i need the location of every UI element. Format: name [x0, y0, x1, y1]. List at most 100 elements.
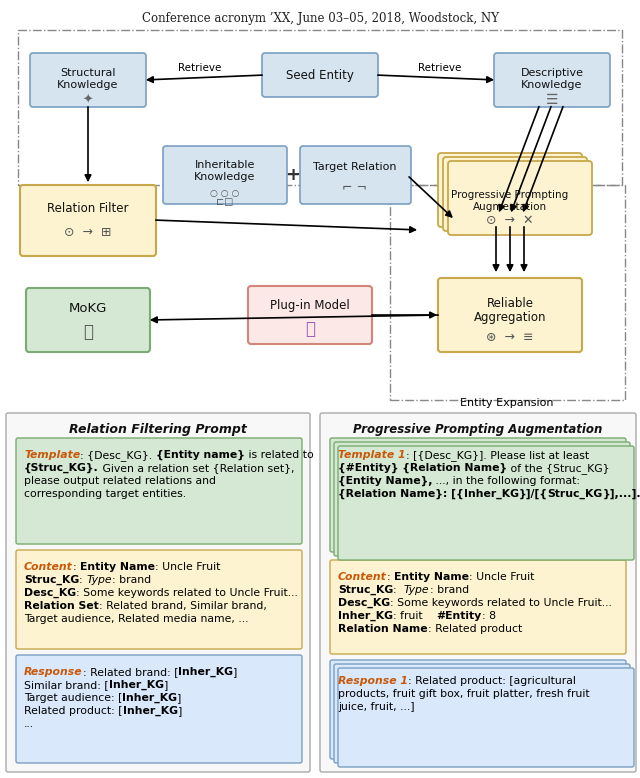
Text: Entity Expansion: Entity Expansion — [460, 398, 554, 408]
Text: corresponding target entities.: corresponding target entities. — [24, 489, 186, 499]
Text: Template 1: Template 1 — [338, 450, 406, 460]
Text: : Related product: : Related product — [428, 624, 522, 634]
Text: Relation Name: Relation Name — [338, 624, 428, 634]
Text: Relation Filtering Prompt: Relation Filtering Prompt — [69, 423, 247, 436]
FancyBboxPatch shape — [16, 655, 302, 763]
Text: {#Entity} {Relation Name}: {#Entity} {Relation Name} — [338, 463, 507, 473]
Text: Relation Set: Relation Set — [24, 601, 99, 611]
Text: Entity Name: Entity Name — [394, 572, 469, 582]
FancyBboxPatch shape — [438, 278, 582, 352]
Text: Inheritable: Inheritable — [195, 160, 255, 170]
Text: :: : — [393, 585, 404, 595]
Text: : Related brand: [: : Related brand: [ — [83, 667, 178, 677]
Text: Inher_KG: Inher_KG — [178, 667, 233, 678]
Text: : Uncle Fruit: : Uncle Fruit — [469, 572, 534, 582]
Text: Knowledge: Knowledge — [195, 172, 256, 182]
FancyBboxPatch shape — [330, 660, 626, 759]
FancyBboxPatch shape — [16, 438, 302, 544]
Text: of the {Struc_KG}: of the {Struc_KG} — [507, 463, 610, 474]
Text: {Relation Name}: [{: {Relation Name}: [{ — [338, 489, 463, 499]
Text: Inher_KG: Inher_KG — [109, 680, 164, 690]
Text: Entity Name: Entity Name — [80, 562, 155, 572]
Text: juice, fruit, ...]: juice, fruit, ...] — [338, 702, 415, 712]
Text: : fruit: : fruit — [393, 611, 436, 621]
Text: ]: ] — [177, 693, 182, 703]
FancyBboxPatch shape — [20, 185, 156, 256]
Text: Given a relation set {Relation set},: Given a relation set {Relation set}, — [99, 463, 294, 473]
Text: 📖: 📖 — [83, 323, 93, 341]
Text: Response: Response — [24, 667, 83, 677]
Text: {Entity Name},: {Entity Name}, — [338, 476, 433, 486]
FancyBboxPatch shape — [438, 153, 582, 227]
Text: Desc_KG: Desc_KG — [338, 598, 390, 608]
Text: 🤖: 🤖 — [305, 320, 315, 338]
Text: Type: Type — [404, 585, 429, 595]
Text: Seed Entity: Seed Entity — [286, 68, 354, 82]
Text: Progressive Prompting Augmentation: Progressive Prompting Augmentation — [353, 423, 603, 436]
Text: : Uncle Fruit: : Uncle Fruit — [155, 562, 220, 572]
Text: Aggregation: Aggregation — [474, 310, 547, 324]
Text: Inher_KG: Inher_KG — [122, 693, 177, 703]
FancyBboxPatch shape — [248, 286, 372, 344]
Text: Relation Filter: Relation Filter — [47, 202, 129, 215]
Text: :: : — [79, 575, 86, 585]
Text: Related product: [: Related product: [ — [24, 706, 122, 716]
Text: Retrieve: Retrieve — [419, 63, 461, 73]
Text: Content: Content — [24, 562, 73, 572]
Text: Knowledge: Knowledge — [522, 80, 582, 90]
FancyBboxPatch shape — [30, 53, 146, 107]
FancyBboxPatch shape — [300, 146, 411, 204]
FancyBboxPatch shape — [16, 550, 302, 649]
Text: : Some keywords related to Uncle Fruit...: : Some keywords related to Uncle Fruit..… — [76, 588, 298, 598]
Text: ⊙  →  ✕: ⊙ → ✕ — [486, 213, 534, 226]
Text: ...: ... — [24, 719, 34, 729]
Text: Inher_KG: Inher_KG — [122, 706, 177, 717]
Text: ]: ] — [233, 667, 237, 677]
Text: : brand: : brand — [112, 575, 151, 585]
Text: Response 1: Response 1 — [338, 676, 408, 686]
FancyBboxPatch shape — [330, 560, 626, 654]
Text: Struc_KG: Struc_KG — [548, 489, 603, 499]
FancyBboxPatch shape — [448, 161, 592, 235]
FancyBboxPatch shape — [26, 288, 150, 352]
Text: : Related product: [agricultural: : Related product: [agricultural — [408, 676, 576, 686]
FancyBboxPatch shape — [494, 53, 610, 107]
Text: Target audience: [: Target audience: [ — [24, 693, 122, 703]
Text: ]: ] — [164, 680, 168, 690]
Text: ⊙  →  ⊞: ⊙ → ⊞ — [64, 226, 112, 239]
Text: is related to: is related to — [244, 450, 314, 460]
Text: Knowledge: Knowledge — [58, 80, 118, 90]
Text: Target Relation: Target Relation — [313, 162, 397, 172]
Text: Desc_KG: Desc_KG — [24, 588, 76, 598]
Text: ○ ○ ○: ○ ○ ○ — [211, 188, 240, 198]
Text: ☰: ☰ — [546, 93, 558, 107]
Text: :: : — [73, 562, 80, 572]
Text: ✦: ✦ — [83, 93, 93, 107]
Text: please output related relations and: please output related relations and — [24, 476, 216, 486]
Text: : Related brand, Similar brand,: : Related brand, Similar brand, — [99, 601, 267, 611]
Text: : {Desc_KG}.: : {Desc_KG}. — [80, 450, 156, 461]
Text: Progressive Prompting: Progressive Prompting — [451, 190, 568, 200]
FancyBboxPatch shape — [330, 438, 626, 552]
FancyBboxPatch shape — [262, 53, 378, 97]
Text: Plug-in Model: Plug-in Model — [270, 299, 350, 311]
Text: Target audience, Related media name, ...: Target audience, Related media name, ... — [24, 614, 248, 624]
Text: Conference acronym ’XX, June 03–05, 2018, Woodstock, NY: Conference acronym ’XX, June 03–05, 2018… — [141, 12, 499, 25]
Text: Template: Template — [24, 450, 80, 460]
Text: Struc_KG: Struc_KG — [24, 575, 79, 585]
Text: Structural: Structural — [60, 68, 116, 78]
Text: Similar brand: [: Similar brand: [ — [24, 680, 109, 690]
FancyBboxPatch shape — [334, 664, 630, 763]
FancyBboxPatch shape — [443, 157, 587, 231]
Text: MoKG: MoKG — [69, 302, 107, 314]
Text: ⊛  →  ≡: ⊛ → ≡ — [486, 331, 534, 344]
Text: ⊏□: ⊏□ — [216, 197, 234, 207]
Text: Reliable: Reliable — [486, 296, 534, 310]
Text: :: : — [387, 572, 394, 582]
FancyBboxPatch shape — [6, 413, 310, 772]
FancyBboxPatch shape — [163, 146, 287, 204]
Text: ..., in the following format:: ..., in the following format: — [433, 476, 580, 486]
Text: Retrieve: Retrieve — [179, 63, 221, 73]
FancyBboxPatch shape — [338, 446, 634, 560]
Text: products, fruit gift box, fruit platter, fresh fruit: products, fruit gift box, fruit platter,… — [338, 689, 589, 699]
